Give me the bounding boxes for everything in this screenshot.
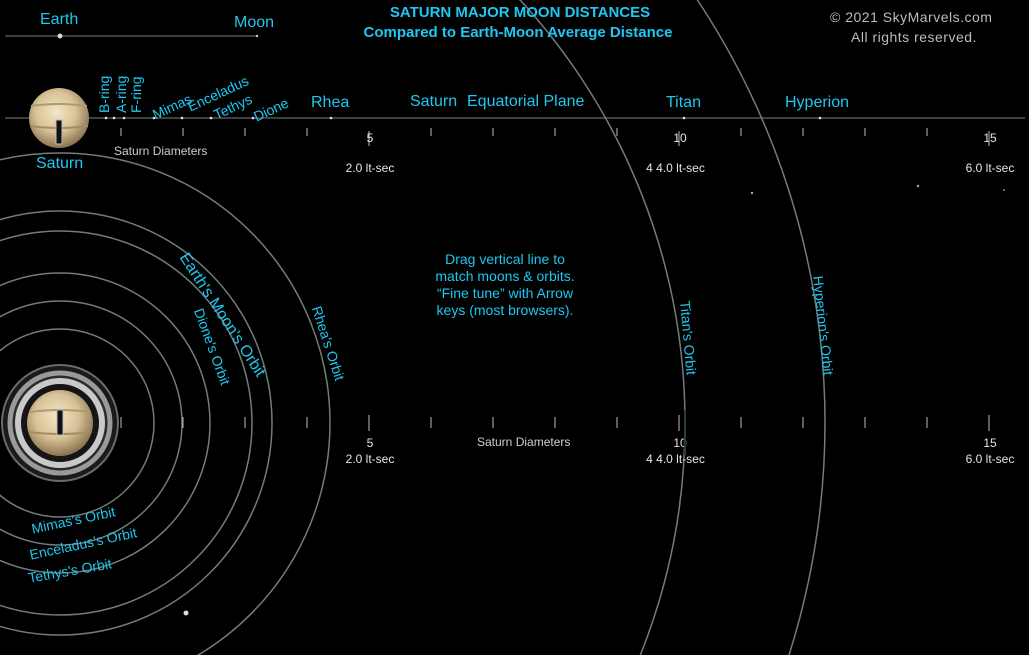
top-scale-ticks [120,128,990,146]
star [750,191,754,195]
titan-label: Titan [666,94,701,111]
instructions-line-3: “Fine tune” with Arrow [436,285,574,301]
dione-orbit [0,230,253,616]
saturn-label: Saturn [36,155,84,172]
title-line-1: SATURN MAJOR MOON DISTANCES [389,4,651,21]
earth-label: Earth [40,11,79,28]
hyperion-orbit [696,0,826,655]
top-unit-label: Saturn Diameters [114,144,208,158]
copyright-line-1: © 2021 SkyMarvels.com [830,9,993,25]
moon-marker [209,116,213,120]
moon-marker [329,116,333,120]
plane-label-text: Equatorial Plane [467,93,585,110]
hyperion-label: Hyperion [785,94,850,111]
enceladus-orbit [0,300,183,546]
f-ring-label: F-ring [128,76,144,113]
a-ring-label: A-ring [113,75,129,113]
top-lightsec-2: 2.0 lt-sec [345,161,395,175]
top-lightsec-4: 4 4.0 lt-sec [646,161,705,175]
earths-moon-orbit [0,210,273,636]
saturn-top [29,88,89,148]
moon-marker [104,116,108,120]
earth-dot [57,33,63,39]
star [1003,189,1005,191]
instructions-line-1: Drag vertical line to [445,251,565,267]
top-moon-markers [104,116,822,120]
bottom-lightsec-4: 4 4.0 lt-sec [646,452,705,466]
top-lightsec-6: 6.0 lt-sec [965,161,1015,175]
instructions-line-2: match moons & orbits. [435,268,575,284]
moon-marker [818,116,822,120]
bottom-unit-label: Saturn Diameters [477,435,571,449]
moon-label: Moon [234,14,275,31]
b-ring-label: B-ring [96,75,112,113]
draggable-vertical-line[interactable] [684,410,686,456]
title-line-2: Compared to Earth-Moon Average Distance [363,24,673,41]
top-tick-5: 5 [366,131,374,145]
rhea-orbit [0,152,331,655]
mimas-orbit [0,328,155,518]
instructions-line-4: keys (most browsers). [436,302,574,318]
copyright-line-2: All rights reserved. [851,29,977,45]
bottom-tick-15: 15 [983,436,997,450]
saturn-with-rings [1,364,119,482]
moon-dot [255,34,259,38]
bottom-lightsec-6: 6.0 lt-sec [965,452,1015,466]
moon-marker [152,116,156,120]
bottom-tick-5: 5 [366,436,374,450]
plane-label-saturn: Saturn [410,93,458,110]
tethys-orbit [0,272,211,574]
top-tick-15: 15 [983,131,997,145]
bottom-tick-10: 10 [673,436,687,450]
rhea-label: Rhea [311,94,350,111]
bottom-scale-ticks [120,415,990,431]
moon-marker [251,116,255,120]
moon-marker [122,116,126,120]
moon-marker [180,116,184,120]
moon-marker [682,116,686,120]
moon-marker [112,116,116,120]
top-tick-10: 10 [673,131,687,145]
star [183,610,189,616]
bottom-lightsec-2: 2.0 lt-sec [345,452,395,466]
instructions: Drag vertical line to match moons & orbi… [395,251,615,319]
star [916,184,920,188]
